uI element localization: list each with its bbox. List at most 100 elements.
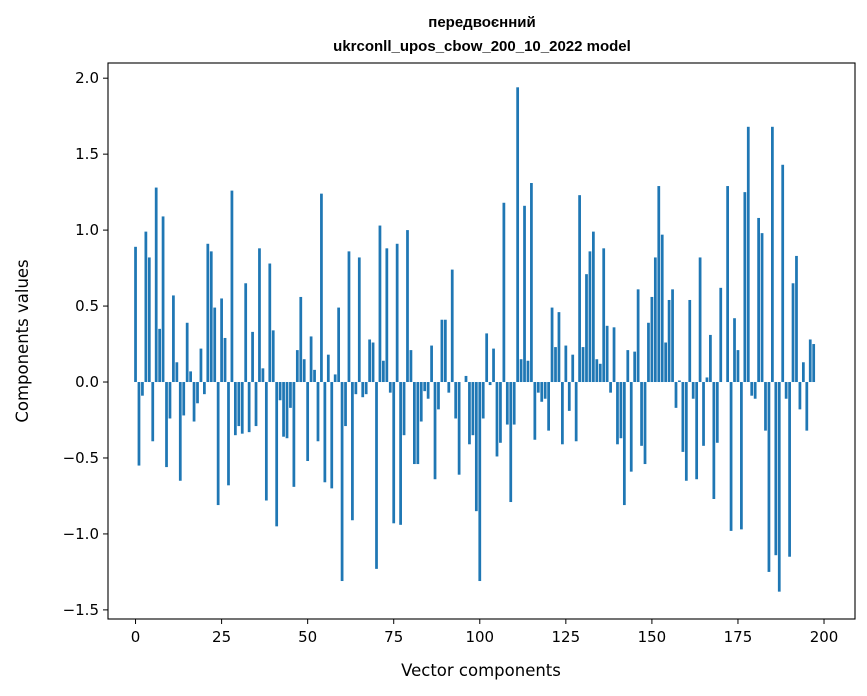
bar-155: [667, 299, 671, 383]
bar-189: [784, 382, 788, 399]
bar-169: [715, 382, 719, 443]
bar-112: [519, 359, 523, 383]
bar-94: [457, 382, 461, 475]
bar-69: [371, 342, 375, 383]
bar-40: [271, 330, 275, 383]
bar-180: [753, 382, 757, 399]
bar-53: [316, 382, 320, 442]
bar-96: [464, 375, 468, 383]
bar-132: [588, 251, 592, 383]
x-tick-label: 25: [212, 628, 231, 646]
bar-80: [409, 350, 413, 383]
bar-46: [292, 382, 296, 487]
bar-119: [543, 382, 547, 399]
bar-10: [168, 382, 172, 419]
bar-86: [430, 345, 433, 383]
bar-23: [213, 307, 217, 383]
bar-195: [805, 382, 809, 431]
bar-38: [264, 382, 268, 501]
plot-frame: [107, 62, 856, 620]
bar-88: [437, 382, 440, 410]
bar-90: [443, 319, 447, 383]
bar-181: [757, 217, 760, 383]
bar-83: [419, 382, 423, 422]
bar-182: [760, 233, 764, 383]
bar-67: [364, 382, 368, 395]
bar-3: [144, 231, 148, 383]
bar-115: [530, 183, 533, 383]
bar-4: [147, 257, 151, 383]
bar-78: [402, 382, 406, 436]
y-tick-label: −0.5: [63, 449, 99, 467]
bar-165: [702, 382, 705, 446]
bar-130: [581, 347, 585, 383]
bar-108: [505, 382, 509, 425]
bar-178: [746, 126, 750, 383]
bar-13: [178, 382, 182, 481]
bar-37: [261, 368, 265, 383]
bar-167: [709, 334, 712, 383]
bar-70: [375, 382, 378, 569]
bar-11: [172, 295, 175, 383]
bar-157: [674, 382, 678, 408]
bar-101: [481, 382, 485, 419]
bar-125: [564, 345, 568, 383]
bar-72: [382, 360, 385, 383]
bar-59: [337, 307, 341, 383]
bar-15: [185, 322, 189, 383]
bar-39: [268, 263, 272, 383]
bar-174: [733, 318, 736, 383]
bar-134: [595, 359, 599, 383]
bar-9: [165, 382, 168, 468]
bar-129: [578, 195, 581, 383]
bar-77: [399, 382, 402, 525]
bar-138: [609, 382, 612, 393]
bar-190: [788, 382, 791, 557]
bar-26: [223, 337, 227, 383]
bar-188: [781, 164, 785, 383]
bar-161: [688, 299, 692, 383]
x-tick-label: 50: [298, 628, 317, 646]
bar-187: [777, 382, 781, 592]
bar-25: [220, 298, 223, 383]
bar-176: [740, 382, 743, 530]
bar-197: [812, 344, 816, 383]
bar-148: [643, 382, 647, 465]
x-tick-label: 100: [465, 628, 494, 646]
bar-162: [691, 382, 695, 399]
bar-139: [612, 327, 616, 383]
bar-166: [705, 377, 709, 383]
bar-109: [509, 382, 513, 503]
x-tick-label: 175: [724, 628, 753, 646]
bar-191: [791, 283, 795, 383]
y-tick-label: 1.0: [75, 221, 99, 239]
bar-133: [592, 231, 595, 383]
bar-110: [512, 382, 516, 425]
x-axis-ticks: 0 25 50 75 100 125 150 175 200: [131, 619, 839, 646]
bar-66: [361, 382, 365, 398]
bar-82: [416, 382, 420, 465]
bar-106: [499, 382, 502, 443]
bar-93: [454, 382, 458, 419]
bar-43: [282, 382, 285, 437]
bar-29: [233, 382, 237, 436]
bars-group: [134, 87, 816, 592]
y-tick-label: 0.0: [75, 373, 99, 391]
bar-49: [302, 359, 306, 383]
bar-164: [698, 257, 702, 383]
x-tick-label: 200: [810, 628, 839, 646]
bar-18: [196, 382, 199, 404]
bar-57: [330, 382, 334, 489]
bar-149: [647, 322, 650, 383]
bar-172: [726, 186, 729, 383]
bar-185: [771, 126, 774, 383]
bar-51: [309, 336, 313, 383]
y-tick-label: −1.0: [63, 525, 99, 543]
bar-7: [158, 328, 162, 383]
bar-68: [368, 339, 371, 383]
bar-137: [605, 325, 609, 383]
x-tick-label: 0: [131, 628, 141, 646]
bar-111: [516, 87, 520, 383]
bar-58: [333, 374, 337, 383]
